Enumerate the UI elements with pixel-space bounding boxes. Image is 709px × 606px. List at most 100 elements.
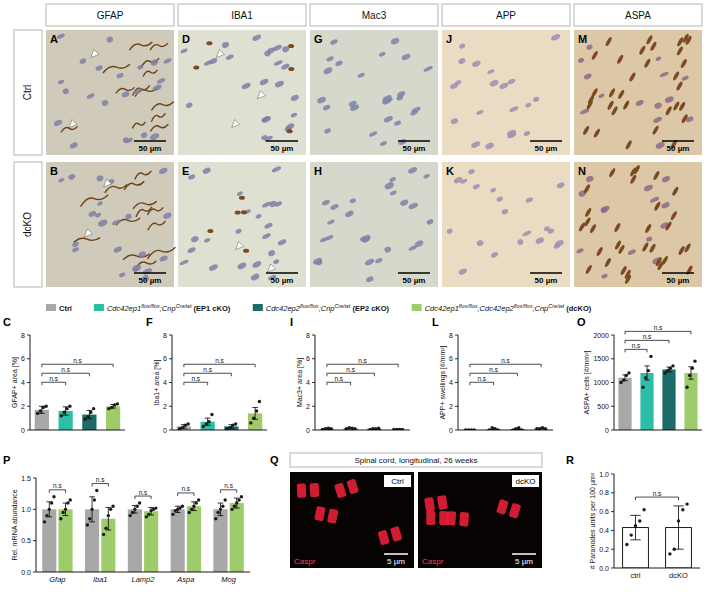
stain-nucleus [596, 246, 604, 256]
significance-bracket [625, 331, 691, 334]
data-point [647, 369, 650, 372]
marks [177, 400, 263, 430]
data-point [622, 378, 625, 381]
stain-fiber [150, 43, 168, 50]
y-tick-label: 0 [163, 427, 167, 434]
nucleus [655, 56, 662, 62]
nucleus [116, 72, 125, 79]
stain-cell [239, 196, 245, 200]
data-point [116, 402, 119, 405]
stain-fiber [148, 221, 166, 230]
nucleus [156, 77, 166, 85]
nucleus [62, 87, 70, 95]
data-point [234, 422, 237, 425]
image-label: Ctrl [391, 477, 404, 486]
nucleus [95, 64, 104, 71]
stain-nucleus [591, 87, 599, 97]
data-point [677, 519, 680, 522]
nucleus [180, 48, 188, 55]
panel-letter: N [578, 165, 586, 177]
paranode [446, 511, 456, 526]
x-tick-label: ctrl [631, 571, 641, 580]
chart: O0500100015002000ASPA+ cells [#/mm²]n.sn… [577, 316, 702, 434]
chart: C02468GFAP+ area [%]n.sn.sn.s [3, 316, 125, 434]
nucleus [535, 236, 545, 245]
x-axis [30, 430, 125, 431]
scale-bar [134, 272, 166, 274]
stain-nucleus [664, 221, 672, 231]
error-bar [673, 506, 683, 549]
nucleus [411, 106, 422, 114]
micrograph: A50 µm [46, 30, 174, 155]
legend-label-part: Cre/wt [334, 303, 350, 309]
stain-cell [235, 211, 241, 215]
header-box [442, 4, 570, 26]
nucleus [264, 222, 274, 230]
nucleus [384, 181, 395, 191]
stain-cell [288, 67, 294, 71]
stain-nucleus [613, 222, 621, 232]
significance-label: n.s [53, 482, 62, 489]
stain-nucleus [638, 45, 646, 55]
nucleus [319, 236, 328, 243]
stain-nucleus [616, 54, 624, 64]
significance-label: n.s [139, 489, 148, 496]
significance-label: n.s [632, 342, 641, 349]
y-tick-label: 2000 [593, 332, 609, 339]
significance-bracket [625, 340, 669, 343]
paranode [459, 512, 469, 527]
micrograph: D50 µm [178, 30, 306, 155]
nucleus [368, 130, 378, 137]
confocal-panel: QSpinal cord, longitudinal, 26 weeksCtrl… [270, 453, 542, 568]
x-axis [458, 430, 553, 431]
nucleus [122, 136, 130, 144]
nucleus [334, 60, 343, 67]
nucleus [453, 176, 463, 185]
legend-label-part: Cdc42ep2 [266, 304, 301, 313]
nucleus [407, 166, 418, 175]
data-point [52, 495, 55, 498]
stain-nucleus [628, 72, 636, 82]
y-tick-label: 4 [449, 379, 453, 386]
micrograph-ground [442, 162, 570, 287]
data-point [195, 501, 198, 504]
image-label: dcKO [515, 477, 535, 486]
nucleus [255, 213, 262, 219]
nucleus [577, 57, 585, 64]
stain-nucleus [652, 170, 660, 180]
error-bar [372, 428, 378, 430]
nucleus [290, 94, 300, 102]
arrowhead [268, 264, 276, 272]
nucleus [58, 177, 65, 183]
data-point [50, 501, 53, 504]
legend-swatch [253, 304, 263, 311]
stain-cell [288, 44, 294, 48]
legend-label: Cdc42ep1flox/flox;CnpCre/wt (EP1 cKO) [107, 303, 231, 313]
data-point [685, 386, 688, 389]
scale-bar [384, 553, 408, 555]
micrograph: B50 µm [46, 162, 175, 287]
data-point [171, 513, 174, 516]
nucleus [399, 198, 409, 206]
paranode-pair [426, 511, 448, 525]
bar [82, 415, 96, 430]
nucleus [450, 117, 459, 125]
stain-nucleus [656, 260, 664, 270]
stain-nucleus [644, 223, 652, 233]
x-axis [172, 430, 267, 431]
y-axis-title: Mac3+ area [%] [296, 358, 304, 407]
panel-letter: K [446, 165, 454, 177]
y-tick-label: 6 [163, 355, 167, 362]
paranode [297, 483, 307, 497]
legend-label-part: flox/flox [514, 303, 533, 309]
nucleus [327, 219, 336, 226]
nucleus [261, 115, 270, 122]
data-point [188, 511, 191, 514]
panel-letter: J [446, 33, 452, 45]
x-axis [614, 568, 700, 569]
nucleus [383, 115, 394, 124]
y-tick-label: 1.0 [599, 471, 609, 478]
micrograph: N50 µm [574, 162, 702, 287]
paranode [437, 495, 448, 510]
stain-nucleus [622, 100, 630, 110]
